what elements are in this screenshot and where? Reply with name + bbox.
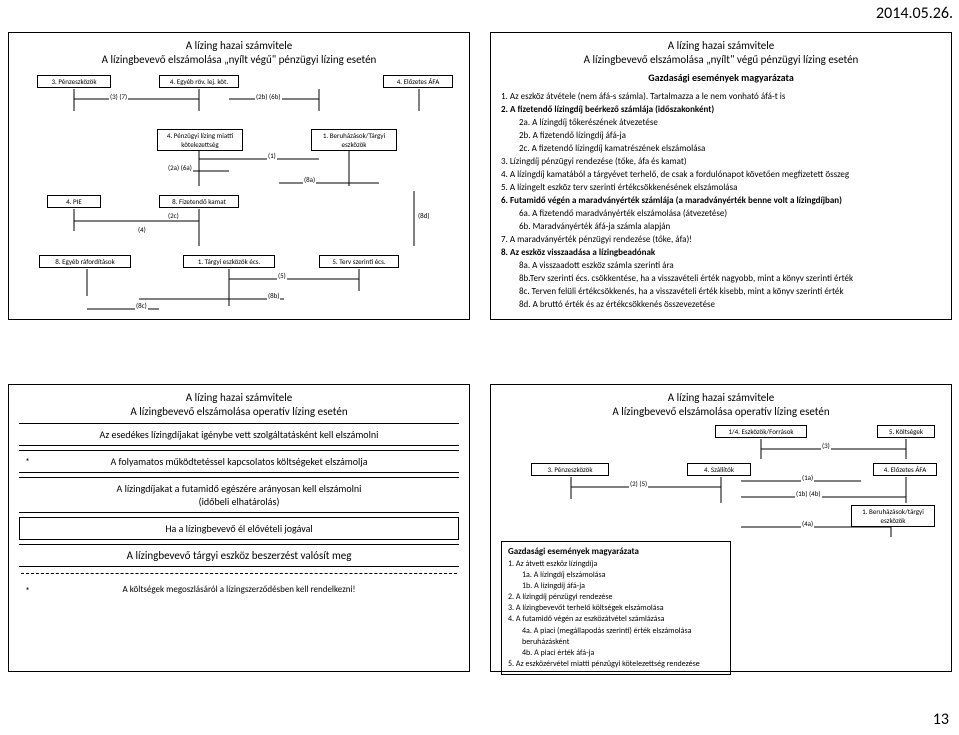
p1-title2: A lízingbevevő elszámolása „nyílt végű" … <box>19 53 459 67</box>
p2-title2: A lízingbevevő elszámolása „nyílt" végű … <box>501 53 941 67</box>
panel-nyilt-diagram: A lízing hazai számvitele A lízingbevevő… <box>8 32 470 320</box>
p1-node-targyecs: 1. Tárgyi eszközök écs. <box>183 255 275 268</box>
p1-lbl-5: (5) <box>277 271 287 280</box>
p3-row1: Az esedékes lízingdíjakat igénybe vett s… <box>19 423 459 446</box>
p1-lbl-2b6b: (2b) (6b) <box>255 92 282 101</box>
p4-lbl-25: (2) (5) <box>629 479 648 488</box>
line: 8b.Terv szerinti écs. csökkentése, ha a … <box>519 272 941 285</box>
p4-node-penz: 3. Pénzeszközök <box>531 463 609 476</box>
line: 1. Az eszköz átvétele (nem áfá-s számla)… <box>501 90 941 103</box>
p3-dashed <box>21 573 457 574</box>
p1-lbl-8d: (8d) <box>417 211 430 220</box>
line: 2a. A lízingdíj tőkerészének átvezetése <box>519 116 941 129</box>
line: 6. Futamidő végén a maradványérték száml… <box>501 194 941 207</box>
p4-exp-title: Gazdasági események magyarázata <box>508 546 724 557</box>
line: 4b. A piaci érték áfá-ja <box>522 648 724 659</box>
line: 8a. A visszaadott eszköz számla szerinti… <box>519 259 941 272</box>
p1-node-elozafa: 4. Előzetes ÁFA <box>383 75 453 88</box>
p3-row3a: A lízingdíjakat a futamidő egészére arán… <box>25 482 453 495</box>
line: 8c. Terven felüli értékcsökkenés, ha a v… <box>519 285 941 298</box>
p1-node-penzlizkot: 4. Pénzügyi lízing miatti kötelezettség <box>157 129 243 151</box>
panel-nyilt-explain: A lízing hazai számvitele A lízingbevevő… <box>490 32 952 320</box>
page-date: 2014.05.26. <box>876 4 953 23</box>
line: 8d. A bruttó érték és az értékcsökkenés … <box>519 298 941 311</box>
p3-row4: Ha a lízingbevevő él elővételi jogával <box>19 517 459 540</box>
p4-lbl-3: (3) <box>821 441 831 450</box>
p4-lines: 1. Az átvett eszköz lízingdíja1a. A lízi… <box>508 559 724 671</box>
line: 4. A futamidő végén az eszközátvétel szá… <box>508 614 724 625</box>
line: 4. A lízingdíj kamatából a tárgyévet ter… <box>501 168 941 181</box>
panel-operativ-diagram: A lízing hazai számvitele A lízingbevevő… <box>490 384 952 672</box>
p1-lbl-2a6a: (2a) (6a) <box>167 163 193 172</box>
p4-lbl-4a: (4a) <box>801 519 814 528</box>
p3-row2: * A folyamatos működtetéssel kapcsolatos… <box>19 450 459 473</box>
p1-lbl-1: (1) <box>267 151 277 160</box>
line: 1a. A lízingdíj elszámolása <box>522 570 724 581</box>
p4-exp-box: Gazdasági események magyarázata 1. Az át… <box>501 541 731 676</box>
line: 3. A lízingbevevőt terhelő költségek els… <box>508 603 724 614</box>
page-number: 13 <box>933 710 949 729</box>
p4-title1: A lízing hazai számvitele <box>501 391 941 405</box>
p4-lbl-1b4b: (1b) (4b) <box>795 489 822 498</box>
p3-row3b: (időbeli elhatárolás) <box>25 495 453 508</box>
p1-node-egyrov: 4. Egyéb röv. lej. köt. <box>159 75 239 88</box>
p1-lbl-8c: (8c) <box>135 301 148 310</box>
p3-row6-text: A költségek megoszlásáról a lízingszerző… <box>123 584 356 595</box>
line: 4a. A piaci (megállapodás szerinti) érté… <box>522 626 724 648</box>
line: 8. Az eszköz visszaadása a lízingbeadóna… <box>501 246 941 259</box>
p3-row2-text: A folyamatos működtetéssel kapcsolatos k… <box>110 455 367 468</box>
p4-title2: A lízingbevevő elszámolása operatív lízi… <box>501 405 941 419</box>
panel-operativ-text: A lízing hazai számvitele A lízingbevevő… <box>8 384 470 672</box>
line: 1. Az átvett eszköz lízingdíja <box>508 559 724 570</box>
p4-node-szall: 4. Szállítók <box>687 463 751 476</box>
p1-lbl-8b: (8b) <box>267 291 280 300</box>
p3-row6: * A költségek megoszlásáról a lízingszer… <box>19 580 459 599</box>
p3-title1: A lízing hazai számvitele <box>19 391 459 405</box>
line: 2. A fizetendő lízingdíj beérkező számlá… <box>501 103 941 116</box>
p4-lbl-1a: (1a) <box>801 473 814 482</box>
p4-node-eszkforr: 1/4. Eszközök/Források <box>715 425 807 438</box>
p1-node-penzeszkozok: 3. Pénzeszközök <box>37 75 111 88</box>
p4-node-elozafa: 4. Előzetes ÁFA <box>873 463 937 476</box>
p1-title1: A lízing hazai számvitele <box>19 39 459 53</box>
p3-row3: A lízingdíjakat a futamidő egészére arán… <box>19 477 459 513</box>
line: 6a. A fizetendő maradványérték elszámolá… <box>519 207 941 220</box>
p1-lbl-4: (4) <box>137 225 147 234</box>
line: 2c. A fizetendő lízingdíj kamatrészének … <box>519 142 941 155</box>
p2-title1: A lízing hazai számvitele <box>501 39 941 53</box>
line: 5. A lízingelt eszköz terv szerinti érté… <box>501 181 941 194</box>
p1-node-pie: 4. PIE <box>47 195 101 208</box>
p3-star1: * <box>25 455 30 468</box>
p1-node-egyraf: 8. Egyéb ráfordítások <box>39 255 131 268</box>
p2-subtitle: Gazdasági események magyarázata <box>501 71 941 84</box>
p1-connectors <box>19 71 461 311</box>
line: 1b. A lízingdíj áfá-ja <box>522 581 724 592</box>
p1-lbl-8a: (8a) <box>303 175 316 184</box>
line: 2. A lízingdíj pénzügyi rendezése <box>508 592 724 603</box>
p3-star2: * <box>25 584 30 597</box>
line: 6b. Maradványérték áfá-ja számla alapján <box>519 220 941 233</box>
p1-node-tervecs: 5. Terv szerinti écs. <box>319 255 399 268</box>
p3-row5: A lízingbevevő tárgyi eszköz beszerzést … <box>19 544 459 567</box>
p4-node-beruh: 1. Beruházások/tárgyi eszközök <box>851 505 935 527</box>
p1-lbl-2c: (2c) <box>167 211 180 220</box>
line: 7. A maradványérték pénzügyi rendezése (… <box>501 233 941 246</box>
p3-title2: A lízingbevevő elszámolása operatív lízi… <box>19 405 459 419</box>
p1-node-beruh: 1. Beruházások/Tárgyi eszközök <box>311 129 397 151</box>
line: 5. Az eszközérvétel miatti pénzügyi köte… <box>508 659 724 670</box>
p1-lbl-37: (3) (7) <box>109 92 128 101</box>
line: 2b. A fizetendő lízingdíj áfá-ja <box>519 129 941 142</box>
p1-node-fizkamat: 8. Fizetendő kamat <box>159 195 239 208</box>
p4-node-kolt: 5. Költségek <box>877 425 935 438</box>
p2-lines: 1. Az eszköz átvétele (nem áfá-s számla)… <box>501 90 941 312</box>
line: 3. Lízingdíj pénzügyi rendezése (tőke, á… <box>501 155 941 168</box>
